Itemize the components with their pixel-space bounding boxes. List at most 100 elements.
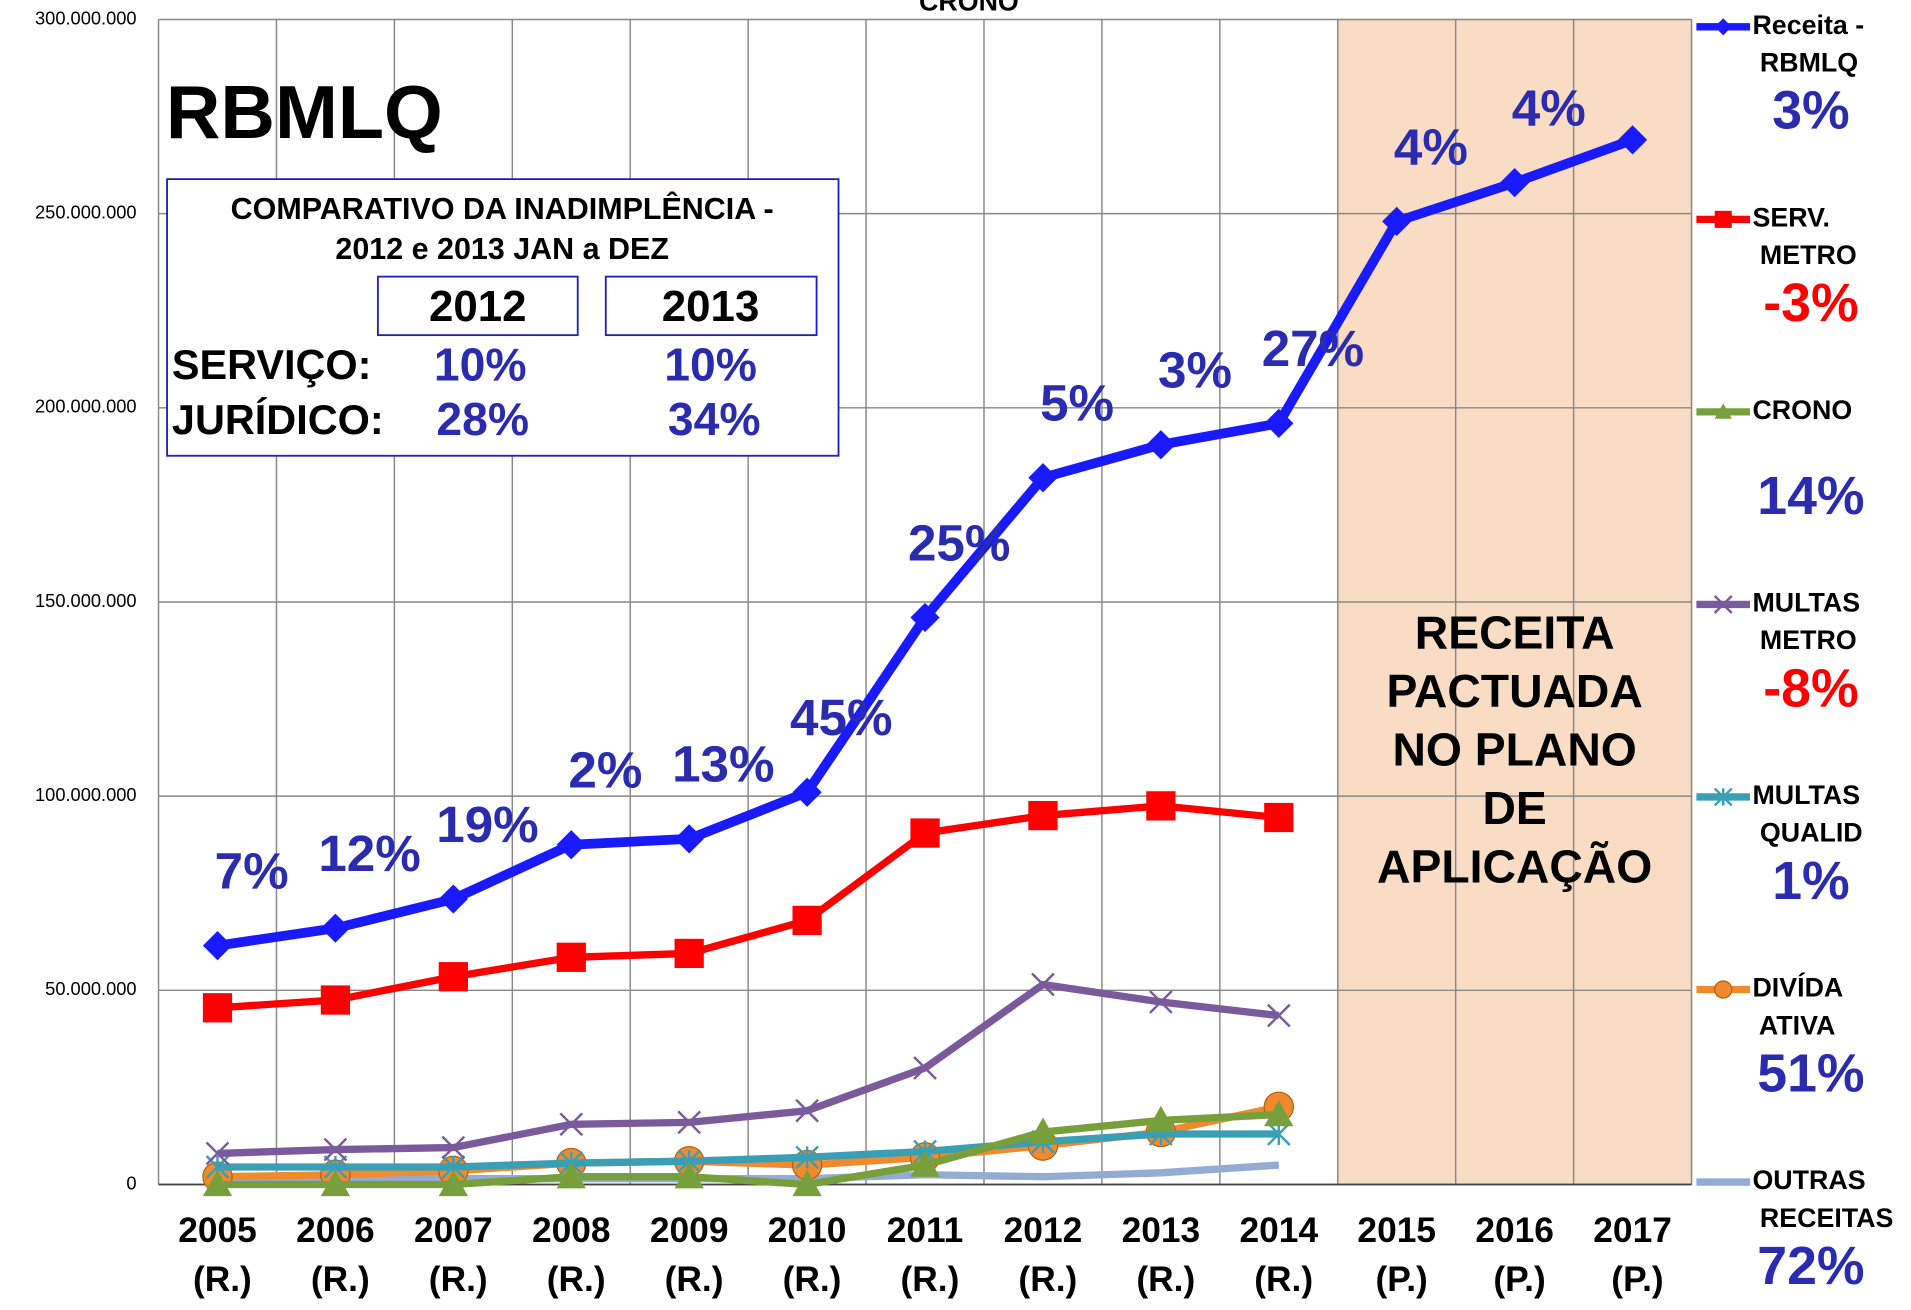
growth-label: 12% [318,825,420,882]
x-tick-label: 2008 (R.) [532,1212,611,1300]
growth-label: 5% [1040,375,1114,432]
marker [1266,1003,1291,1028]
column-header: 2013 [662,282,760,331]
marker [1028,463,1058,493]
column-header: 2012 [429,282,527,331]
legend-label: OUTRAS RECEITAS [1752,1165,1893,1233]
marker [202,931,233,961]
x-tick-label: 2010 (R.) [768,1212,847,1300]
marker [556,942,586,972]
inset-title: 2012 e 2013 JAN a DEZ [335,232,668,266]
legend-label: Receita - RBMLQ [1752,10,1864,78]
y-tick-label: 0 [126,1172,136,1193]
legend-value: 51% [1757,1043,1864,1103]
inset-box [166,178,840,457]
marker [795,1145,819,1170]
marker [1031,972,1055,997]
growth-label: 13% [672,736,774,793]
marker [1713,787,1733,807]
legend-label: MULTAS QUALID [1752,780,1862,848]
series-line [217,802,1280,1012]
projection-note: RECEITA [1415,606,1615,658]
projection-note: PACTUADA [1386,665,1642,717]
marker [1382,206,1412,237]
x-tick-label: 2016 (P.) [1475,1212,1554,1300]
column-box [604,275,818,337]
x-tick-label: 2009 (R.) [650,1212,729,1300]
marker [1714,403,1732,419]
marker [913,1056,937,1080]
marker [556,830,586,860]
marker [1714,18,1732,36]
marker [910,818,940,848]
growth-label: 27% [1262,320,1364,377]
marker [910,1150,940,1177]
marker [677,1110,702,1135]
marker [556,1162,586,1189]
marker [792,777,822,807]
y-tick-label: 100.000.000 [35,784,137,805]
y-tick-label: 150.000.000 [35,590,137,611]
growth-label: 4% [1512,79,1586,136]
x-tick-label: 2012 (R.) [1004,1212,1083,1300]
inset-title: COMPARATIVO DA INADIMPLÊNCIA - [231,190,774,226]
marker [674,1162,704,1189]
y-tick-label: 50.000.000 [45,978,136,999]
marker [320,913,351,943]
marker [674,938,704,969]
projection-note: APLICAÇÃO [1377,840,1652,892]
cell: 10% [434,338,527,390]
series-line [217,980,1280,1158]
marker [792,1169,822,1197]
marker [1714,210,1732,228]
marker [1713,595,1733,614]
marker [559,1112,584,1137]
legend-label: CRONO [1752,395,1852,425]
marker [205,1141,230,1166]
marker [1028,800,1058,831]
x-tick-label: 2005 (R.) [178,1212,257,1300]
marker [202,1169,233,1197]
row-label: JURÍDICO: [172,396,384,443]
legend-value: -8% [1763,658,1858,718]
row-label: SERVIÇO: [172,341,371,388]
legend-value: 1% [1772,851,1849,911]
marker [202,993,233,1023]
legend-value: 72% [1757,1236,1864,1296]
cell: 10% [664,338,757,390]
plot-area: 0 50.000.000 100.000.000 150.000.000 200.000… [35,7,1893,1299]
series-line [217,1130,1279,1171]
marker [795,1098,819,1123]
marker [1266,1122,1291,1146]
marker [1146,1105,1176,1133]
marker [438,962,468,992]
marker [1500,167,1530,198]
growth-label: 19% [436,796,538,853]
marker [323,1137,348,1162]
marker [1146,791,1176,821]
legend-label: MULTAS METRO [1752,588,1860,656]
growth-label: 25% [908,514,1010,571]
legend-value: -3% [1763,273,1858,333]
marker [438,1169,468,1197]
x-tick-label: 2015 (P.) [1357,1212,1436,1300]
legend-label: DIVÍDA ATIVA [1752,972,1843,1041]
x-tick-label: 2006 (R.) [296,1212,375,1300]
x-tick-label: 2007 (R.) [414,1212,493,1300]
marker [1028,1117,1058,1144]
growth-label: 4% [1394,118,1468,175]
projection-note: DE [1482,782,1546,834]
column-box [376,275,579,337]
inset-table: COMPARATIVO DA INADIMPLÊNCIA - 2012 e 20… [166,178,840,457]
chart-title: CRONO [919,0,1019,17]
marker [792,905,822,936]
x-tick-label: 2014 (R.) [1240,1212,1319,1300]
marker [441,1135,466,1160]
marker [320,985,351,1015]
marker [1264,1099,1294,1127]
marker [674,824,704,854]
y-tick-label: 200.000.000 [35,396,137,417]
cell: 34% [668,393,761,445]
x-tick-label: 2011 (R.) [887,1212,964,1300]
